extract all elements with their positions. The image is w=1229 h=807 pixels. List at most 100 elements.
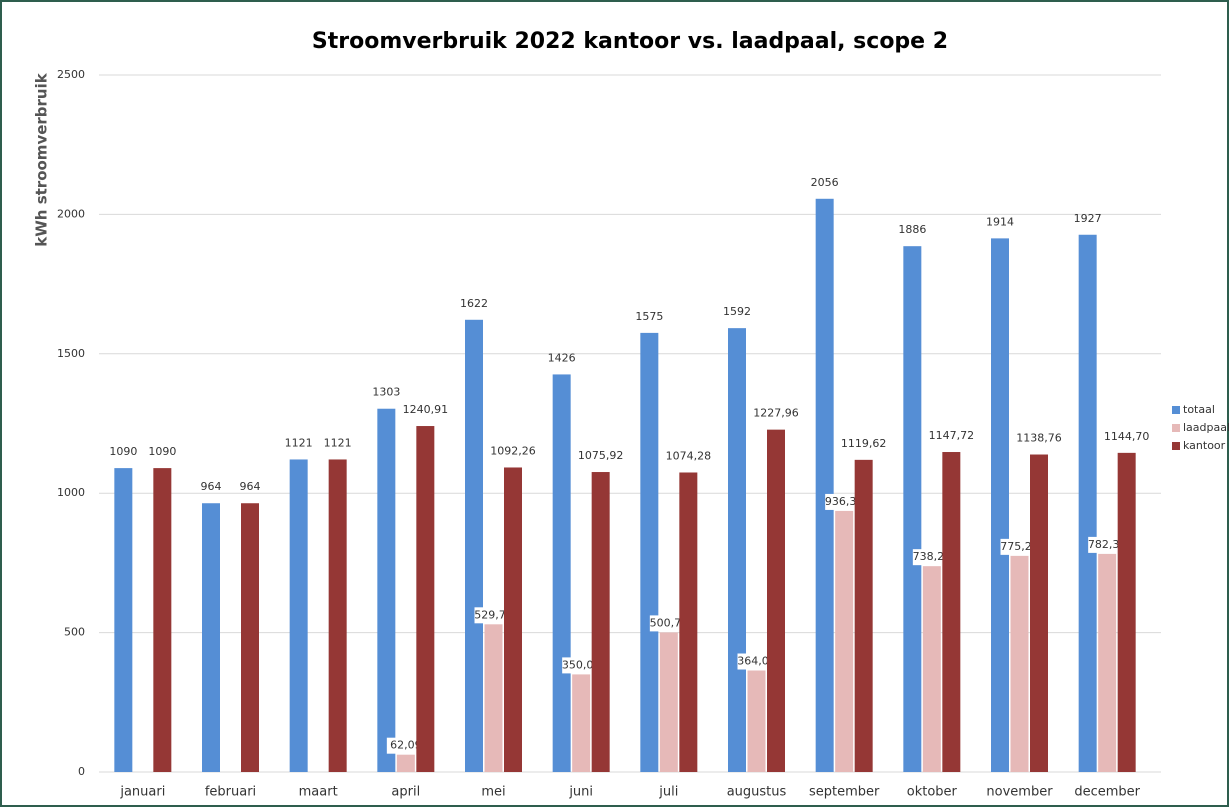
bar [854,459,873,772]
bar [728,328,746,772]
data-label: 1119,62 [841,437,887,450]
data-label: 936,38 [825,495,864,508]
data-label: 1075,92 [578,449,624,462]
bar [465,319,483,772]
y-tick-label: 1000 [57,486,85,499]
bar [1010,555,1029,772]
y-tick-label: 500 [64,626,85,639]
data-label: 1147,72 [929,429,975,442]
legend-label: kantoor [1183,439,1226,452]
y-tick-label: 2500 [57,68,85,81]
bar [484,624,503,772]
data-label: 1622 [460,297,488,310]
data-label: 1074,28 [666,449,712,462]
bar [815,198,834,772]
bar [1030,454,1048,772]
data-label: 1121 [285,436,313,449]
data-label: 775,24 [1000,540,1039,553]
bar [767,429,785,772]
data-label: 2056 [811,176,839,189]
bar [289,459,308,772]
data-label: 964 [201,480,222,493]
data-label: 1592 [723,305,751,318]
data-label: 738,28 [913,550,952,563]
bar [1098,553,1117,772]
data-label: 1240,91 [403,403,449,416]
bar [396,754,415,772]
bar [1078,234,1097,773]
data-label: 62,09 [390,739,422,752]
bar [241,503,259,772]
bar [1117,452,1136,772]
bar [572,674,591,772]
x-tick-label: februari [205,785,256,800]
x-tick-label: juni [568,785,593,800]
legend-swatch [1172,406,1180,414]
data-label: 1914 [986,215,1014,228]
data-label: 1090 [148,445,176,458]
data-label: 1426 [548,351,576,364]
bar [591,472,610,772]
data-label-bg [649,615,688,632]
bar [153,468,172,772]
bar [942,452,961,772]
data-label-bg [1088,536,1127,553]
y-tick-label: 2000 [57,207,85,220]
x-tick-label: juli [658,785,678,800]
bar [679,472,698,772]
bar [922,566,941,772]
chart-title: Stroomverbruik 2022 kantoor vs. laadpaal… [312,29,948,54]
bar [202,503,220,772]
x-tick-label: december [1074,785,1140,800]
legend-swatch [1172,442,1180,450]
data-label: 350,08 [562,658,601,671]
data-label-bg [912,549,951,566]
data-label-bg [1000,538,1039,555]
x-tick-label: november [986,785,1053,800]
bar [640,332,659,772]
bar [552,374,571,772]
legend-swatch [1172,424,1180,432]
bar [659,632,678,772]
data-label: 1090 [109,445,137,458]
x-tick-label: januari [119,785,165,800]
data-label: 782,30 [1088,538,1127,551]
x-tick-label: september [809,785,880,800]
data-label: 1092,26 [490,444,536,457]
data-label: 1303 [372,386,400,399]
data-label: 1144,70 [1104,430,1150,443]
bar [377,408,396,772]
data-label: 964 [240,480,261,493]
bar [114,468,133,772]
x-tick-label: oktober [907,785,958,800]
legend-label: laadpaal [1183,421,1229,434]
data-label: 1121 [324,436,352,449]
data-label: 1886 [898,223,926,236]
data-label-bg [825,493,864,510]
data-label: 1227,96 [753,407,799,420]
data-label-bg [386,737,425,754]
bar [504,467,522,772]
legend-label: totaal [1183,403,1215,416]
data-label-bg [737,653,776,670]
x-tick-label: maart [299,785,338,800]
y-tick-label: 0 [78,765,85,778]
bar [835,510,854,772]
bar [328,459,347,772]
bar [747,670,766,772]
bar [991,238,1009,772]
y-tick-label: 1500 [57,347,85,360]
data-label: 500,72 [650,616,689,629]
data-label: 1927 [1074,212,1102,225]
data-label: 364,04 [737,655,776,668]
data-label: 1575 [635,310,663,323]
bar [416,426,435,772]
x-tick-label: mei [481,785,505,800]
data-label-bg [562,657,601,674]
x-tick-label: augustus [727,785,787,800]
x-tick-label: april [391,785,420,800]
y-axis-label: kWh stroomverbruik [33,72,51,246]
data-label: 1138,76 [1016,432,1062,445]
bar [903,246,922,772]
